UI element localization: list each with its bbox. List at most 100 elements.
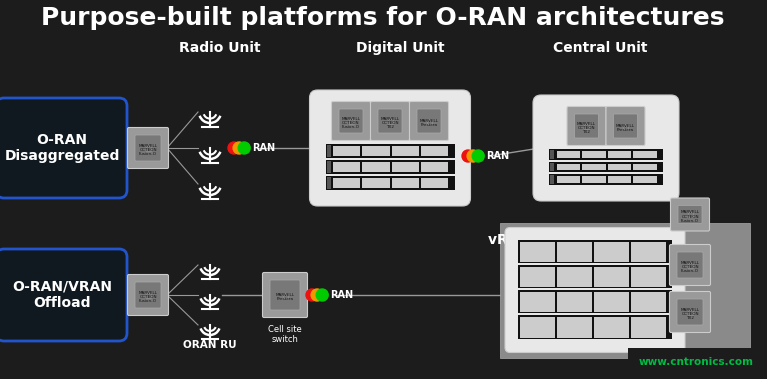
Text: Digital Unit: Digital Unit (356, 41, 444, 55)
FancyBboxPatch shape (520, 241, 555, 262)
FancyBboxPatch shape (378, 109, 402, 133)
FancyBboxPatch shape (557, 292, 592, 312)
FancyBboxPatch shape (339, 109, 363, 133)
Text: MARVELL
OCTEON
TX2: MARVELL OCTEON TX2 (380, 117, 400, 129)
Text: O-RAN/VRAN
Offload: O-RAN/VRAN Offload (12, 280, 112, 310)
FancyBboxPatch shape (670, 244, 710, 285)
Text: Radio Unit: Radio Unit (179, 41, 261, 55)
FancyBboxPatch shape (518, 265, 672, 288)
FancyBboxPatch shape (333, 178, 360, 188)
FancyBboxPatch shape (421, 162, 448, 172)
Text: MARVELL
OCTEON
Fusion-O: MARVELL OCTEON Fusion-O (139, 291, 157, 303)
Circle shape (239, 142, 250, 154)
FancyBboxPatch shape (127, 127, 169, 169)
FancyBboxPatch shape (582, 164, 605, 170)
FancyBboxPatch shape (633, 164, 657, 170)
FancyBboxPatch shape (325, 176, 455, 190)
FancyBboxPatch shape (262, 273, 308, 318)
Text: MARVELL
OCTEON
Fusion-O: MARVELL OCTEON Fusion-O (341, 117, 360, 129)
Text: O-RAN
Disaggregated: O-RAN Disaggregated (5, 133, 120, 163)
FancyBboxPatch shape (670, 198, 709, 231)
FancyBboxPatch shape (678, 205, 702, 224)
FancyBboxPatch shape (391, 146, 419, 156)
FancyBboxPatch shape (677, 252, 703, 278)
Text: ORAN RU: ORAN RU (183, 340, 237, 350)
FancyBboxPatch shape (421, 146, 448, 156)
FancyBboxPatch shape (628, 348, 764, 376)
FancyBboxPatch shape (549, 149, 663, 160)
FancyBboxPatch shape (594, 267, 629, 287)
FancyBboxPatch shape (135, 282, 161, 308)
FancyBboxPatch shape (574, 114, 598, 138)
Circle shape (311, 289, 323, 301)
FancyBboxPatch shape (417, 109, 441, 133)
Text: vRAN Offload: vRAN Offload (488, 233, 592, 247)
FancyBboxPatch shape (557, 164, 580, 170)
FancyBboxPatch shape (606, 106, 645, 146)
FancyBboxPatch shape (331, 102, 370, 141)
FancyBboxPatch shape (557, 241, 592, 262)
FancyBboxPatch shape (500, 222, 750, 357)
FancyBboxPatch shape (333, 162, 360, 172)
Text: RAN: RAN (252, 143, 275, 153)
FancyBboxPatch shape (325, 160, 455, 174)
Circle shape (462, 150, 474, 162)
FancyBboxPatch shape (520, 292, 555, 312)
FancyBboxPatch shape (631, 267, 666, 287)
FancyBboxPatch shape (270, 280, 300, 310)
FancyBboxPatch shape (520, 267, 555, 287)
FancyBboxPatch shape (582, 176, 605, 183)
FancyBboxPatch shape (557, 151, 580, 158)
FancyBboxPatch shape (633, 151, 657, 158)
Text: MARVELL
OCTEON
TX2: MARVELL OCTEON TX2 (680, 308, 700, 320)
FancyBboxPatch shape (607, 151, 631, 158)
FancyBboxPatch shape (607, 176, 631, 183)
FancyBboxPatch shape (518, 240, 672, 263)
Circle shape (472, 150, 484, 162)
FancyBboxPatch shape (518, 290, 672, 313)
FancyBboxPatch shape (325, 144, 455, 158)
Text: RAN: RAN (486, 151, 509, 161)
FancyBboxPatch shape (370, 102, 410, 141)
FancyBboxPatch shape (594, 292, 629, 312)
FancyBboxPatch shape (607, 164, 631, 170)
FancyBboxPatch shape (631, 241, 666, 262)
Text: RAN: RAN (331, 290, 354, 300)
Circle shape (233, 142, 245, 154)
FancyBboxPatch shape (631, 317, 666, 338)
FancyBboxPatch shape (410, 102, 449, 141)
FancyBboxPatch shape (518, 315, 672, 338)
FancyBboxPatch shape (520, 317, 555, 338)
Text: Cell site
switch: Cell site switch (268, 325, 302, 345)
FancyBboxPatch shape (362, 178, 390, 188)
FancyBboxPatch shape (362, 162, 390, 172)
Text: www.cntronics.com: www.cntronics.com (638, 357, 753, 367)
FancyBboxPatch shape (550, 163, 554, 171)
Text: Purpose-built platforms for O-RAN architectures: Purpose-built platforms for O-RAN archit… (41, 6, 725, 30)
Text: MARVELL
OCTEON
Fusion-O: MARVELL OCTEON Fusion-O (680, 210, 700, 223)
FancyBboxPatch shape (391, 162, 419, 172)
FancyBboxPatch shape (557, 176, 580, 183)
FancyBboxPatch shape (505, 227, 685, 352)
FancyBboxPatch shape (549, 174, 663, 185)
FancyBboxPatch shape (421, 178, 448, 188)
FancyBboxPatch shape (594, 317, 629, 338)
FancyBboxPatch shape (310, 90, 470, 206)
FancyBboxPatch shape (557, 317, 592, 338)
FancyBboxPatch shape (670, 291, 710, 332)
FancyBboxPatch shape (333, 146, 360, 156)
Text: MARVELL
OCTEON
Fusion-O: MARVELL OCTEON Fusion-O (680, 261, 700, 273)
FancyBboxPatch shape (549, 162, 663, 172)
FancyBboxPatch shape (594, 241, 629, 262)
Text: MARVELL
OCTEON
Fusion-O: MARVELL OCTEON Fusion-O (139, 144, 157, 156)
FancyBboxPatch shape (0, 249, 127, 341)
FancyBboxPatch shape (533, 95, 679, 201)
FancyBboxPatch shape (633, 176, 657, 183)
Text: MARVELL
Prestera: MARVELL Prestera (616, 124, 635, 132)
FancyBboxPatch shape (362, 146, 390, 156)
FancyBboxPatch shape (614, 114, 637, 138)
FancyBboxPatch shape (557, 267, 592, 287)
FancyBboxPatch shape (582, 151, 605, 158)
FancyBboxPatch shape (0, 98, 127, 198)
FancyBboxPatch shape (550, 175, 554, 184)
